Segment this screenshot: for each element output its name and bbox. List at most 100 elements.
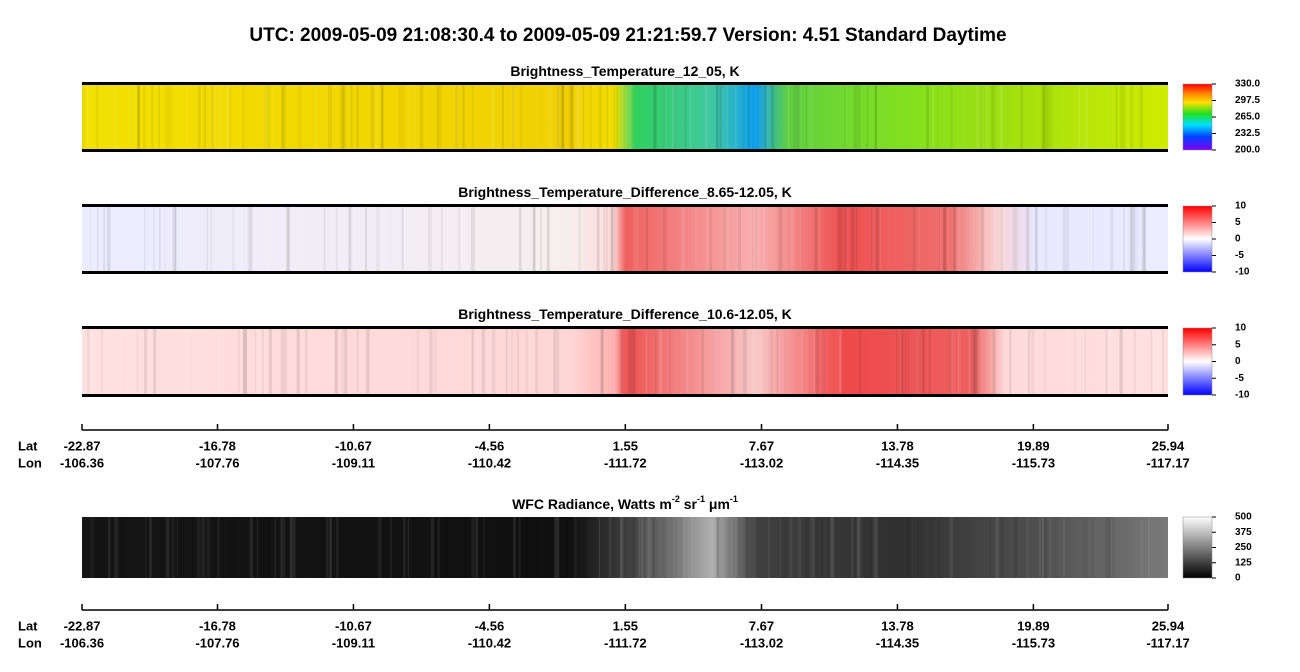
image-streak <box>1040 206 1043 272</box>
image-streak <box>653 84 656 150</box>
image-streak <box>625 84 628 150</box>
image-streak <box>1008 206 1012 272</box>
image-streak <box>766 84 768 150</box>
image-streak <box>838 328 842 395</box>
image-streak <box>531 328 535 395</box>
image-streak <box>535 84 539 150</box>
image-streak <box>834 517 836 578</box>
lat-tick-label: -16.78 <box>199 618 236 633</box>
image-streak <box>250 206 253 272</box>
image-streak <box>633 206 636 272</box>
image-streak <box>585 84 587 150</box>
image-streak <box>1140 517 1143 578</box>
image-streak <box>624 328 629 395</box>
image-streak <box>992 328 996 395</box>
image-streak <box>1127 84 1131 150</box>
image-streak <box>575 84 580 150</box>
image-streak <box>287 206 290 272</box>
colorbar-tick-label: -10 <box>1235 267 1250 278</box>
image-streak <box>1065 206 1070 272</box>
image-streak <box>335 206 338 272</box>
image-streak <box>575 84 579 150</box>
image-streak <box>283 206 288 272</box>
lon-tick-label: -115.73 <box>1012 455 1055 470</box>
image-streak <box>1141 206 1145 272</box>
image-streak <box>342 84 347 150</box>
image-streak <box>256 517 258 578</box>
image-streak <box>937 84 939 150</box>
image-streak <box>822 328 825 395</box>
image-streak <box>144 206 146 272</box>
image-streak <box>857 517 862 578</box>
image-streak <box>308 328 311 395</box>
image-streak <box>145 517 147 578</box>
image-streak <box>597 206 601 272</box>
image-streak <box>490 84 495 150</box>
image-streak <box>900 328 904 395</box>
image-streak <box>806 328 808 395</box>
lon-tick-label: -109.11 <box>332 635 375 650</box>
image-streak <box>874 517 878 578</box>
image-streak <box>655 517 657 578</box>
image-streak <box>634 328 636 395</box>
image-streak <box>1107 328 1111 395</box>
image-streak <box>948 328 952 395</box>
image-streak <box>191 517 194 578</box>
colorbar-tick-label: -10 <box>1235 390 1250 401</box>
image-streak <box>899 328 902 395</box>
image-streak <box>904 328 907 395</box>
image-streak <box>413 517 415 578</box>
image-streak <box>101 517 103 578</box>
image-streak <box>1119 328 1123 395</box>
image-streak <box>1048 517 1051 578</box>
image-streak <box>999 84 1004 150</box>
image-streak <box>143 328 148 395</box>
image-streak <box>1028 328 1031 395</box>
lat-tick-label: -16.78 <box>199 438 236 453</box>
image-streak <box>1083 328 1087 395</box>
image-streak <box>186 84 189 150</box>
image-streak <box>217 84 221 150</box>
panel-title: Brightness_Temperature_Difference_10.6-1… <box>458 306 792 322</box>
image-streak <box>766 328 768 395</box>
image-streak <box>767 517 770 578</box>
image-streak <box>176 517 179 578</box>
image-streak <box>874 84 877 150</box>
image-streak <box>1122 328 1125 395</box>
panel-title: Brightness_Temperature_Difference_8.65-1… <box>458 184 792 200</box>
lon-tick-label: -111.72 <box>604 635 647 650</box>
image-streak <box>1104 517 1108 578</box>
image-streak <box>470 206 475 272</box>
image-streak <box>103 517 106 578</box>
image-streak <box>369 328 372 395</box>
image-streak <box>680 206 685 272</box>
image-streak <box>162 206 166 272</box>
image-streak <box>275 517 277 578</box>
image-streak <box>283 84 286 150</box>
image-streak <box>1129 84 1134 150</box>
image-streak <box>505 328 508 395</box>
image-streak <box>238 328 240 395</box>
image-streak <box>227 84 231 150</box>
image-streak <box>346 517 351 578</box>
image-streak <box>1129 206 1133 272</box>
image-streak <box>974 328 979 395</box>
image-streak <box>516 328 520 395</box>
image-streak <box>704 84 708 150</box>
image-streak <box>914 328 917 395</box>
image-streak <box>694 206 697 272</box>
image-streak <box>512 84 515 150</box>
image-streak <box>675 328 677 395</box>
image-streak <box>829 517 833 578</box>
image-streak <box>433 328 437 395</box>
image-streak <box>1108 517 1111 578</box>
image-streak <box>809 84 811 150</box>
image-streak <box>715 328 718 395</box>
image-streak <box>793 84 798 150</box>
image-streak <box>242 328 247 395</box>
colorbar-tick-label: -5 <box>1235 373 1244 384</box>
panel-border-bottom <box>82 271 1168 274</box>
lon-tick-label: -110.42 <box>468 635 511 650</box>
image-streak <box>835 328 839 395</box>
image-streak <box>938 206 940 272</box>
